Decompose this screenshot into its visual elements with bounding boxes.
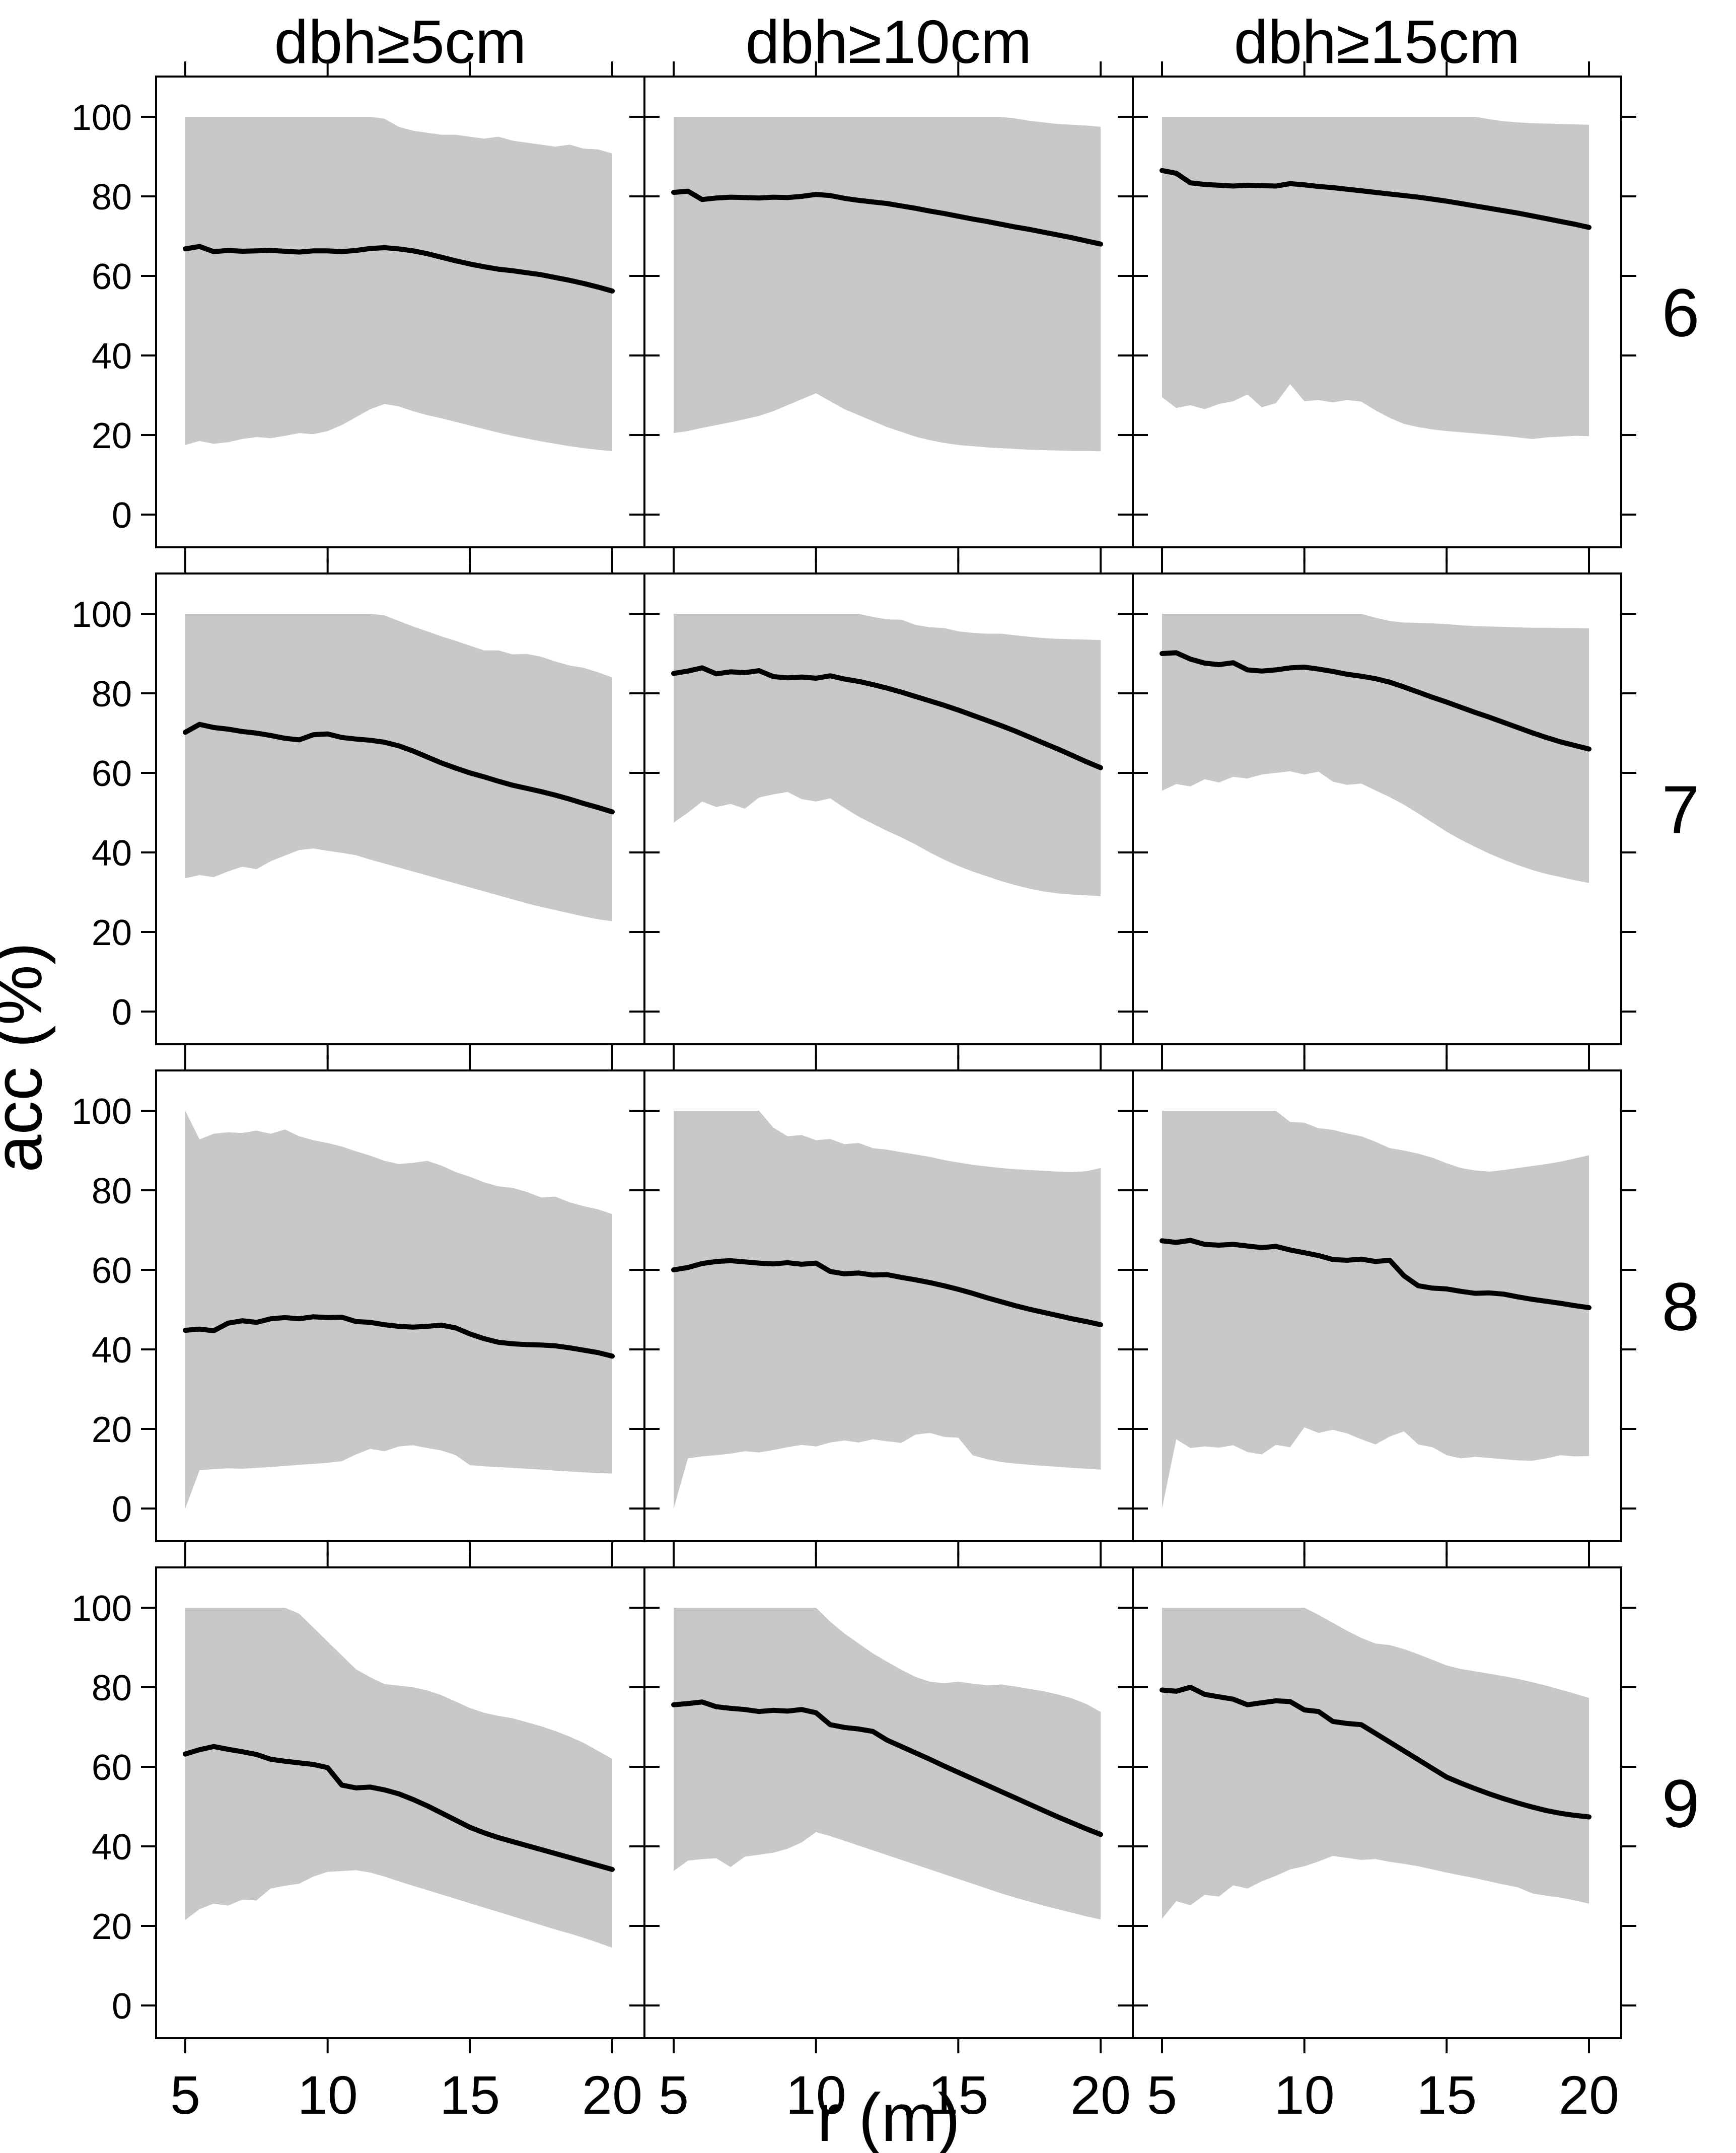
confidence-band [1162, 614, 1589, 883]
panel: 5 10 15 20 0 20 40 60 80 100 [71, 1552, 660, 2125]
mean-line [671, 1699, 1103, 1837]
x-tick-label: 10 [298, 2064, 358, 2125]
confidence-band [1162, 1111, 1589, 1509]
y-tick-label: 100 [71, 1589, 132, 1629]
x-tick-label: 5 [170, 2064, 200, 2125]
panel [1118, 558, 1636, 1059]
confidence-band [185, 117, 612, 452]
y-tick-label: 0 [112, 1986, 132, 2027]
confidence-band [674, 117, 1101, 452]
x-tick-label: 5 [1147, 2064, 1177, 2125]
column-title: dbh≥10cm [746, 8, 1032, 76]
y-tick-label: 60 [92, 754, 132, 794]
y-tick-label: 60 [92, 1748, 132, 1788]
column-title: dbh≥15cm [1234, 8, 1521, 76]
y-tick-label: 20 [92, 416, 132, 456]
confidence-band [674, 1111, 1101, 1509]
panel-frame [1132, 76, 1622, 548]
panel-frame [1132, 1069, 1622, 1542]
y-tick-label: 20 [92, 1907, 132, 1947]
y-tick-label: 80 [92, 177, 132, 218]
y-tick-label: 0 [112, 495, 132, 536]
y-tick-label: 100 [71, 1092, 132, 1132]
column-title: dbh≥5cm [274, 8, 527, 76]
y-tick-label: 40 [92, 1827, 132, 1868]
y-tick-label: 60 [92, 1251, 132, 1291]
x-tick-label: 20 [1070, 2064, 1131, 2125]
row-label: 8 [1661, 1269, 1699, 1345]
panel: 5 10 15 20 [629, 1552, 1148, 2125]
panel: 5 10 15 20 [1118, 1552, 1636, 2125]
x-tick-label: 10 [1274, 2064, 1335, 2125]
mean-line [671, 1258, 1103, 1327]
x-tick-label: 20 [582, 2064, 642, 2125]
confidence-band [674, 614, 1101, 896]
x-tick-label: 15 [440, 2064, 500, 2125]
y-tick-label: 0 [112, 992, 132, 1033]
panel: 0 20 40 60 80 100 [71, 1055, 660, 1556]
panel-frame [1132, 1566, 1622, 2039]
mean-line [183, 722, 615, 815]
row-label: 9 [1661, 1766, 1699, 1842]
panel [629, 61, 1148, 562]
panel [629, 558, 1148, 1059]
panel: 0 20 40 60 80 100 [71, 61, 660, 562]
mean-line [1160, 168, 1592, 230]
mean-line [183, 244, 615, 294]
x-tick-label: 20 [1559, 2064, 1619, 2125]
y-tick-label: 80 [92, 1171, 132, 1211]
y-tick-label: 80 [92, 1668, 132, 1708]
x-tick-label: 15 [1416, 2064, 1477, 2125]
confidence-band [674, 1608, 1101, 1920]
row-label: 7 [1661, 772, 1699, 848]
panel [629, 1055, 1148, 1556]
x-tick-label: 10 [786, 2064, 846, 2125]
confidence-band [1162, 117, 1589, 439]
mean-line [183, 1744, 615, 1872]
y-tick-label: 40 [92, 336, 132, 377]
labels-layer: dbh≥5cm dbh≥10cm dbh≥15cm 6 7 8 9 [274, 8, 1700, 1842]
mean-line [671, 188, 1103, 247]
mean-line [671, 665, 1103, 770]
x-tick-label: 5 [659, 2064, 689, 2125]
y-tick-label: 80 [92, 674, 132, 714]
mean-line [1160, 650, 1592, 752]
row-label: 6 [1661, 275, 1699, 351]
y-tick-label: 100 [71, 595, 132, 635]
y-tick-label: 40 [92, 1330, 132, 1371]
y-tick-label: 20 [92, 913, 132, 953]
panel: 0 20 40 60 80 100 [71, 558, 660, 1059]
mean-line [1160, 1685, 1592, 1820]
confidence-band [185, 1111, 612, 1509]
panel-frame [1132, 572, 1622, 1045]
x-axis-label: r (m) [817, 2079, 961, 2153]
panel [1118, 61, 1636, 562]
mean-line [183, 1314, 615, 1359]
confidence-band [185, 614, 612, 921]
y-axis-label: acc (%) [0, 942, 56, 1173]
x-tick-label: 15 [928, 2064, 988, 2125]
y-tick-label: 40 [92, 833, 132, 874]
y-tick-label: 0 [112, 1489, 132, 1530]
confidence-band [1162, 1608, 1589, 1919]
y-tick-label: 100 [71, 98, 132, 138]
confidence-band [185, 1608, 612, 1948]
panel [1118, 1055, 1636, 1556]
mean-line [1160, 1238, 1592, 1311]
y-tick-label: 60 [92, 257, 132, 297]
y-tick-label: 20 [92, 1410, 132, 1450]
